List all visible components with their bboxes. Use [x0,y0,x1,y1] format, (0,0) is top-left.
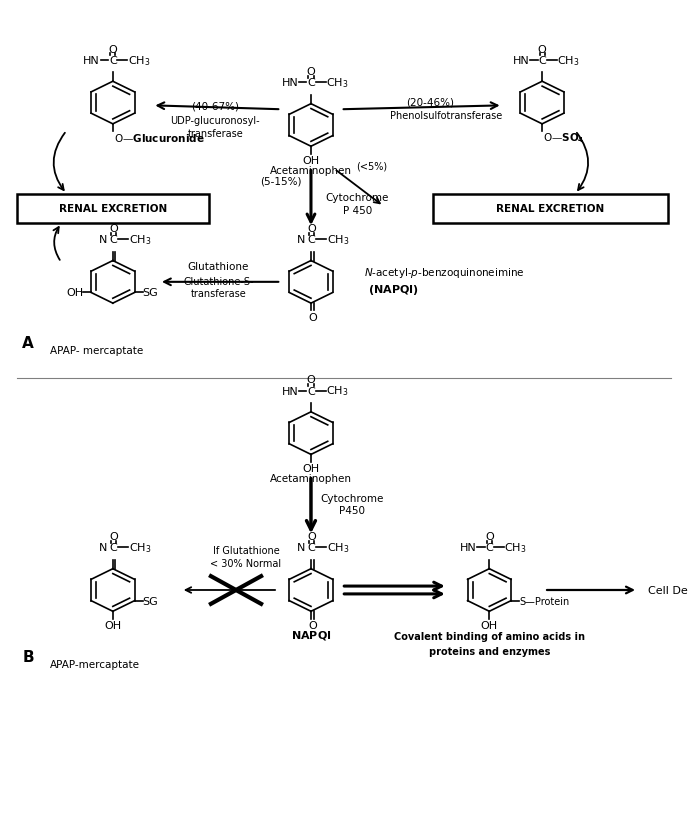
Text: (5-15%): (5-15%) [261,176,302,187]
Text: C: C [308,542,316,553]
Text: S—Protein: S—Protein [519,596,570,606]
Text: CH$_3$: CH$_3$ [128,54,151,68]
Text: N: N [99,235,107,245]
Text: Phenolsulfotransferase: Phenolsulfotransferase [390,111,502,121]
Text: $\it{N}$-acetyl-$\it{p}$-benzoquinoneimine: $\it{N}$-acetyl-$\it{p}$-benzoquinoneimi… [364,266,524,279]
Text: CH$_3$: CH$_3$ [326,76,349,90]
Text: Cell Death: Cell Death [648,585,688,595]
Text: UDP-glucuronosyl-: UDP-glucuronosyl- [171,116,260,127]
Text: O: O [538,45,546,55]
Text: OH: OH [105,620,121,630]
Text: Covalent binding of amino acids in: Covalent binding of amino acids in [394,632,585,642]
Bar [17,195,208,224]
Text: HN: HN [281,386,298,396]
Text: P 450: P 450 [343,206,372,216]
Text: Glutathione: Glutathione [188,262,249,272]
Text: If Glutathione: If Glutathione [213,545,279,555]
Text: $\mathbf{NAPQI}$: $\mathbf{NAPQI}$ [291,628,331,642]
Bar [433,195,667,224]
Text: B: B [23,649,34,664]
Text: (40-67%): (40-67%) [191,102,239,112]
Text: APAP- mercaptate: APAP- mercaptate [50,346,143,356]
Text: C: C [308,235,316,245]
Text: OH: OH [67,288,84,298]
Text: CH$_3$: CH$_3$ [504,541,527,555]
Text: transferase: transferase [191,289,246,299]
Text: P450: P450 [339,506,365,516]
Text: Cytochrome: Cytochrome [320,493,384,503]
Text: OH: OH [481,620,498,630]
Text: C: C [109,55,117,66]
Text: OH: OH [303,156,319,166]
Text: C: C [538,55,546,66]
Text: C: C [486,542,493,553]
Text: CH$_3$: CH$_3$ [326,384,349,398]
Text: proteins and enzymes: proteins and enzymes [429,646,550,656]
Text: Acetaminophen: Acetaminophen [270,474,352,484]
Text: O: O [109,45,117,55]
Text: N: N [99,542,107,553]
Text: SG: SG [142,596,158,606]
Text: O: O [308,532,316,542]
Text: C: C [109,542,118,553]
Text: HN: HN [513,55,529,66]
Text: O: O [308,312,316,322]
Text: (20-46%): (20-46%) [406,98,454,108]
Text: O: O [109,224,118,233]
Text: HN: HN [460,542,477,553]
Text: (<5%): (<5%) [356,161,387,171]
Text: CH$_3$: CH$_3$ [557,54,580,68]
Text: O: O [308,224,316,233]
Text: O—$\mathbf{SO_4}$: O—$\mathbf{SO_4}$ [544,131,585,145]
Text: Glutathione-S-: Glutathione-S- [183,277,254,286]
Text: N: N [297,542,305,553]
Text: CH$_3$: CH$_3$ [327,541,350,555]
Text: HN: HN [83,55,100,66]
Text: O: O [485,532,494,542]
Text: C: C [307,79,315,89]
Text: O: O [109,532,118,542]
Text: O: O [307,375,315,385]
Text: RENAL EXCRETION: RENAL EXCRETION [58,205,167,214]
Text: APAP-mercaptate: APAP-mercaptate [50,659,140,669]
Text: A: A [23,335,34,350]
Text: C: C [109,235,118,245]
Text: O: O [308,620,316,630]
Text: Acetaminophen: Acetaminophen [270,166,352,176]
Text: O: O [307,67,315,77]
Text: Cytochrome: Cytochrome [325,192,389,202]
Text: C: C [307,386,315,396]
Text: N: N [297,235,305,245]
Text: transferase: transferase [187,128,243,138]
Text: RENAL EXCRETION: RENAL EXCRETION [496,205,604,214]
Text: CH$_3$: CH$_3$ [327,233,350,247]
Text: O—$\mathbf{Glucuronide}$: O—$\mathbf{Glucuronide}$ [114,132,205,144]
Text: CH$_3$: CH$_3$ [129,233,151,247]
Text: HN: HN [281,79,298,89]
Text: CH$_3$: CH$_3$ [129,541,151,555]
Text: < 30% Normal: < 30% Normal [211,558,281,568]
Text: OH: OH [303,464,319,474]
Text: SG: SG [142,288,158,298]
Text: $\mathbf{(NAPQI)}$: $\mathbf{(NAPQI)}$ [368,282,419,296]
